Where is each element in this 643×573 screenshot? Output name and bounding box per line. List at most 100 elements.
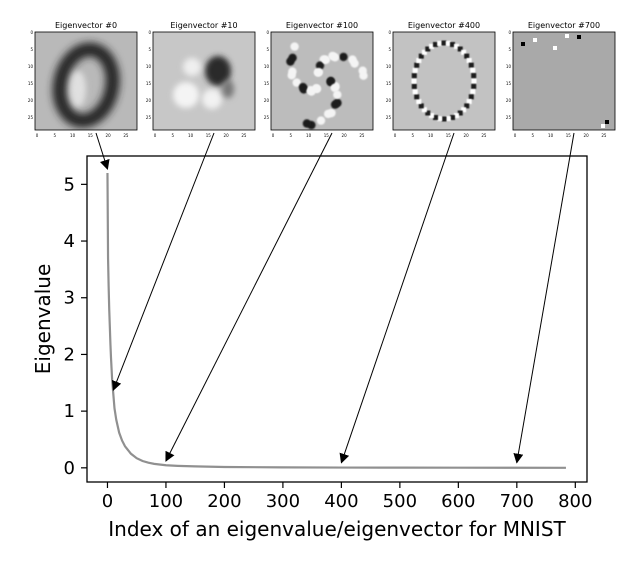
plot-area: 0 100 200 300 400 500 600 700 800 0 1 2 3 4 5 Index o… xyxy=(31,155,592,541)
thumbnail-y-tick: 0 xyxy=(388,30,391,35)
thumbnail-y-tick: 0 xyxy=(30,30,33,35)
thumbnail-frame xyxy=(34,31,138,131)
thumbnail-frame xyxy=(152,31,256,131)
thumbnail-y-tick: 0 xyxy=(266,30,269,35)
thumbnail-frame xyxy=(512,31,616,131)
eigenvector-thumbnail: Eigenvector #700 0 0 5 5 10 10 15 15 20 20 25 25 xyxy=(506,21,616,138)
x-tick-label: 600 xyxy=(441,491,475,512)
annotation-arrow xyxy=(339,132,455,464)
thumbnail-x-tick: 5 xyxy=(532,133,535,138)
thumbnail-x-tick: 0 xyxy=(36,133,39,138)
eigenvector-image xyxy=(271,32,373,130)
thumbnail-y-tick: 10 xyxy=(146,64,152,69)
eigenvector-image xyxy=(153,32,255,130)
annotation-arrows xyxy=(95,132,575,464)
eigenvector-thumbnail: Eigenvector #100 0 0 5 5 10 10 15 15 20 20 25 25 xyxy=(264,21,374,138)
thumbnail-x-tick: 25 xyxy=(359,133,365,138)
thumbnail-title: Eigenvector #100 xyxy=(286,21,358,30)
thumbnail-frame xyxy=(270,31,374,131)
thumbnail-x-tick: 10 xyxy=(548,133,554,138)
thumbnail-y-tick: 5 xyxy=(266,47,269,52)
y-tick-label: 3 xyxy=(64,288,75,309)
thumbnail-y-tick: 0 xyxy=(508,30,511,35)
thumbnail-x-tick: 10 xyxy=(70,133,76,138)
thumbnail-x-tick: 5 xyxy=(54,133,57,138)
thumbnail-y-tick: 25 xyxy=(506,115,512,120)
thumbnail-x-tick: 0 xyxy=(514,133,517,138)
x-tick-label: 400 xyxy=(324,491,358,512)
thumbnail-y-tick: 25 xyxy=(264,115,270,120)
thumbnail-frame xyxy=(392,31,496,131)
thumbnail-title: Eigenvector #400 xyxy=(408,21,480,30)
thumbnail-x-tick: 20 xyxy=(464,133,470,138)
eigenvalue-series-line xyxy=(106,173,566,469)
thumbnail-x-tick: 5 xyxy=(290,133,293,138)
thumbnail-x-tick: 25 xyxy=(123,133,129,138)
thumbnail-x-tick: 20 xyxy=(342,133,348,138)
thumbnail-x-tick: 20 xyxy=(584,133,590,138)
thumbnail-x-tick: 0 xyxy=(394,133,397,138)
x-axis-ticks: 0 100 200 300 400 500 600 700 800 xyxy=(102,482,592,512)
thumbnail-x-tick: 20 xyxy=(224,133,230,138)
eigenvector-thumbnail: Eigenvector #0 0 0 5 5 10 10 15 15 20 20 25 25 xyxy=(28,21,138,138)
plot-frame xyxy=(86,155,588,483)
thumbnail-y-tick: 15 xyxy=(506,81,512,86)
x-tick-label: 100 xyxy=(149,491,183,512)
y-tick-label: 2 xyxy=(64,344,75,365)
eigenvector-image xyxy=(35,32,137,130)
thumbnail-y-tick: 15 xyxy=(386,81,392,86)
thumbnail-x-tick: 10 xyxy=(188,133,194,138)
x-tick-label: 800 xyxy=(558,491,592,512)
x-tick-label: 700 xyxy=(500,491,534,512)
thumbnail-y-tick: 5 xyxy=(508,47,511,52)
y-tick-label: 0 xyxy=(64,458,75,479)
thumbnail-x-tick: 10 xyxy=(428,133,434,138)
thumbnail-x-tick: 25 xyxy=(601,133,607,138)
eigenvector-thumbnail: Eigenvector #400 0 0 5 5 10 10 15 15 20 20 25 25 xyxy=(386,21,496,138)
thumbnail-y-tick: 10 xyxy=(506,64,512,69)
eigenvector-thumbnail: Eigenvector #10 0 0 5 5 10 10 15 15 20 20 25 25 xyxy=(146,21,256,138)
y-tick-label: 1 xyxy=(64,401,75,422)
annotation-arrow xyxy=(513,132,575,464)
thumbnail-y-tick: 20 xyxy=(264,98,270,103)
thumbnail-x-tick: 5 xyxy=(412,133,415,138)
annotation-arrow xyxy=(111,132,215,392)
x-tick-label: 200 xyxy=(207,491,241,512)
thumbnail-x-tick: 15 xyxy=(566,133,572,138)
thumbnail-title: Eigenvector #700 xyxy=(528,21,600,30)
thumbnail-y-tick: 0 xyxy=(148,30,151,35)
thumbnail-x-tick: 0 xyxy=(272,133,275,138)
annotation-arrow xyxy=(165,132,333,462)
y-axis-label: Eigenvalue xyxy=(31,264,55,375)
thumbnail-y-tick: 20 xyxy=(386,98,392,103)
eigenvector-image xyxy=(393,32,495,130)
eigenvector-image xyxy=(513,32,615,130)
thumbnail-x-tick: 15 xyxy=(446,133,452,138)
thumbnail-y-tick: 5 xyxy=(148,47,151,52)
x-tick-label: 300 xyxy=(266,491,300,512)
thumbnail-y-tick: 10 xyxy=(264,64,270,69)
thumbnail-y-tick: 25 xyxy=(28,115,34,120)
thumbnail-y-tick: 10 xyxy=(386,64,392,69)
thumbnail-y-tick: 20 xyxy=(28,98,34,103)
thumbnail-x-tick: 25 xyxy=(481,133,487,138)
thumbnail-title: Eigenvector #0 xyxy=(55,21,117,30)
x-tick-label: 500 xyxy=(383,491,417,512)
thumbnail-y-tick: 15 xyxy=(264,81,270,86)
thumbnail-y-tick: 25 xyxy=(386,115,392,120)
thumbnail-x-tick: 25 xyxy=(241,133,247,138)
y-tick-label: 4 xyxy=(64,231,75,252)
thumbnail-x-tick: 20 xyxy=(106,133,112,138)
thumbnail-x-tick: 10 xyxy=(306,133,312,138)
eigenvector-thumbnails: Eigenvector #000551010151520202525Eigenv… xyxy=(28,21,616,138)
thumbnail-y-tick: 10 xyxy=(28,64,34,69)
thumbnail-x-tick: 15 xyxy=(206,133,212,138)
thumbnail-y-tick: 20 xyxy=(506,98,512,103)
thumbnail-x-tick: 15 xyxy=(88,133,94,138)
thumbnail-x-tick: 0 xyxy=(154,133,157,138)
thumbnail-y-tick: 15 xyxy=(28,81,34,86)
y-axis-ticks: 0 1 2 3 4 5 xyxy=(64,174,87,479)
thumbnail-x-tick: 5 xyxy=(172,133,175,138)
thumbnail-y-tick: 20 xyxy=(146,98,152,103)
